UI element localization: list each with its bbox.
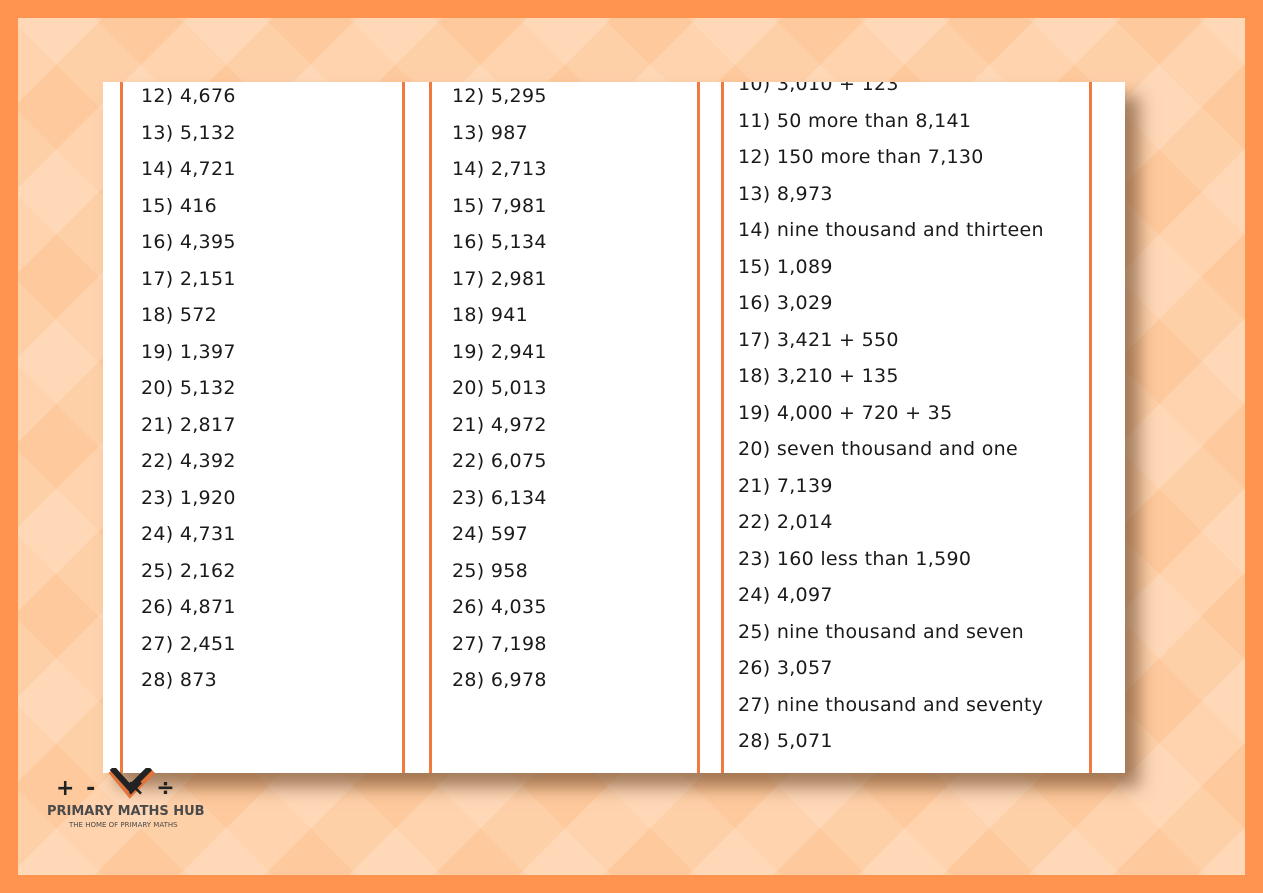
math-symbols: + - × ÷ [56, 776, 177, 801]
answer-item: 12) 4,676 [141, 85, 236, 107]
answer-item: 26) 4,871 [141, 596, 236, 618]
answer-item: 24) 4,731 [141, 523, 236, 545]
answer-item: 10) 3,010 + 123 [738, 82, 899, 95]
column-rule [721, 82, 724, 773]
answer-item: 24) 4,097 [738, 584, 833, 606]
answer-item: 28) 5,071 [738, 730, 833, 752]
column-rule [120, 82, 123, 773]
answer-item: 23) 6,134 [452, 486, 547, 509]
answer-item: 28) 873 [141, 669, 217, 691]
column-rule [429, 82, 432, 773]
answer-item: 26) 4,035 [452, 596, 547, 618]
answer-item: 18) 3,210 + 135 [738, 365, 899, 387]
answer-item: 16) 4,395 [141, 231, 236, 253]
answer-item: 14) 4,721 [141, 158, 236, 180]
answer-item: 23) 160 less than 1,590 [738, 547, 972, 570]
answer-item: 25) 2,162 [141, 559, 236, 582]
answer-item: 27) 2,451 [141, 632, 236, 655]
answer-item: 11) 50 more than 8,141 [738, 109, 972, 132]
answer-item: 20) 5,132 [141, 377, 236, 399]
answer-item: 12) 5,295 [452, 85, 547, 107]
answer-item: 12) 150 more than 7,130 [738, 146, 984, 168]
answer-item: 13) 5,132 [141, 121, 236, 144]
column-rule [697, 82, 700, 773]
answer-item: 23) 1,920 [141, 486, 236, 509]
answer-item: 21) 2,817 [141, 413, 236, 436]
answer-item: 16) 5,134 [452, 231, 547, 253]
answer-item: 18) 572 [141, 304, 217, 326]
answer-item: 24) 597 [452, 523, 528, 545]
answer-item: 21) 7,139 [738, 474, 833, 497]
answer-item: 15) 7,981 [452, 194, 547, 217]
answer-item: 27) nine thousand and seventy [738, 693, 1044, 716]
logo-tagline: THE HOME OF PRIMARY MATHS [69, 821, 178, 829]
primary-maths-hub-logo: + - × ÷ PRIMARY MATHS HUB THE HOME OF PR… [44, 768, 224, 832]
answer-item: 15) 1,089 [738, 255, 833, 278]
answer-item: 26) 3,057 [738, 657, 833, 679]
answer-item: 19) 2,941 [452, 340, 547, 363]
answer-item: 14) nine thousand and thirteen [738, 219, 1044, 241]
answer-item: 25) 958 [452, 559, 528, 582]
answer-item: 16) 3,029 [738, 292, 833, 314]
answer-item: 27) 7,198 [452, 632, 547, 655]
answer-item: 22) 2,014 [738, 511, 833, 533]
answer-item: 15) 416 [141, 194, 217, 217]
answer-item: 17) 2,151 [141, 267, 236, 290]
answer-item: 28) 6,978 [452, 669, 547, 691]
answer-item: 17) 2,981 [452, 267, 547, 290]
logo-name: PRIMARY MATHS HUB [47, 804, 205, 819]
answer-item: 25) nine thousand and seven [738, 620, 1025, 643]
answer-item: 17) 3,421 + 550 [738, 328, 899, 351]
answer-sheet: 12) 4,676 13) 5,132 14) 4,721 15) 416 16) 4,… [103, 82, 1125, 773]
answer-item: 20) 5,013 [452, 377, 547, 399]
answer-item: 18) 941 [452, 304, 528, 326]
answer-item: 14) 2,713 [452, 158, 547, 180]
answer-item: 22) 4,392 [141, 450, 236, 472]
answer-item: 19) 4,000 + 720 + 35 [738, 401, 953, 424]
answer-item: 22) 6,075 [452, 450, 547, 472]
answer-item: 13) 987 [452, 121, 528, 144]
checkmark-icon [108, 768, 156, 799]
answer-item: 19) 1,397 [141, 340, 236, 363]
column-rule [1089, 82, 1092, 773]
answer-item: 20) seven thousand and one [738, 438, 1019, 460]
column-rule [402, 82, 405, 773]
answer-item: 13) 8,973 [738, 182, 833, 205]
answer-item: 21) 4,972 [452, 413, 547, 436]
